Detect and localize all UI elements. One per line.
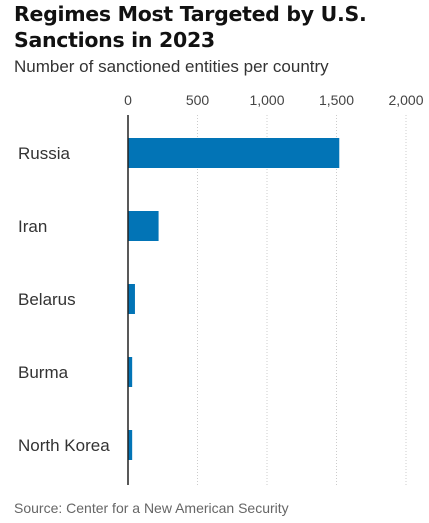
x-tick-label: 0 <box>124 92 132 108</box>
bar-burma <box>128 357 133 387</box>
bar-russia <box>128 138 340 168</box>
category-label: North Korea <box>18 436 110 455</box>
category-label: Iran <box>18 217 47 236</box>
chart-subtitle: Number of sanctioned entities per countr… <box>14 57 329 76</box>
x-tick-label: 1,000 <box>249 92 284 108</box>
category-label: Burma <box>18 363 69 382</box>
category-label: Russia <box>18 144 71 163</box>
x-tick-labels: 0 500 1,000 1,500 2,000 <box>124 92 424 108</box>
bar-iran <box>128 211 159 241</box>
category-labels: Russia Iran Belarus Burma North Korea <box>18 144 110 455</box>
bar-north-korea <box>128 430 133 460</box>
chart-title: Regimes Most Targeted by U.S. Sanctions … <box>14 2 367 52</box>
bars <box>128 138 340 460</box>
bar-belarus <box>128 284 135 314</box>
source-note: Source: Center for a New American Securi… <box>14 500 289 516</box>
x-tick-label: 1,500 <box>319 92 354 108</box>
category-label: Belarus <box>18 290 76 309</box>
x-tick-label: 500 <box>186 92 210 108</box>
bar-chart: 0 500 1,000 1,500 2,000 Russia Iran Belarus Bur… <box>18 92 424 485</box>
x-tick-label: 2,000 <box>388 92 423 108</box>
gridlines <box>197 115 407 485</box>
